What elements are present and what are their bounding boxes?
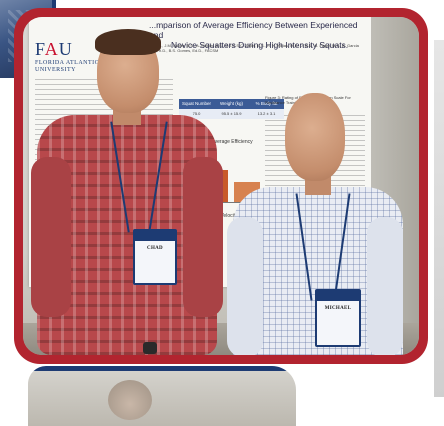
conference-photo: ...mparison of Average Efficiency Betwee… [23, 17, 419, 355]
poster-chart-title: Average Efficiency [211, 139, 253, 145]
left-arm [227, 217, 263, 355]
bottom-photo [28, 366, 296, 426]
name-badge: CHAD [133, 229, 177, 285]
fau-logo: FAU FLORIDA ATLANTIC UNIVERSITY [35, 39, 100, 73]
wristwatch [143, 342, 157, 354]
poster-table-row: 75.0 95.5 ± 15.9 13.2 ± 3.1 [179, 109, 284, 119]
name-badge: MICHAEL [315, 289, 361, 347]
right-arm [183, 157, 223, 317]
poster-table-header: Squat Number Weight (kg) % Body fat [179, 99, 284, 109]
right-photo-strip [434, 40, 444, 397]
left-arm [31, 157, 71, 317]
head [285, 93, 345, 181]
poster-chart2-title: Velocity [220, 213, 238, 219]
poster-authors: ...S., J.W.N., J.M. Quiller, B.S., A. Kl… [141, 43, 359, 53]
photo-frame: ...mparison of Average Efficiency Betwee… [14, 8, 428, 364]
right-arm [367, 217, 403, 355]
hair [95, 29, 161, 55]
bottom-photo-head [108, 380, 152, 420]
